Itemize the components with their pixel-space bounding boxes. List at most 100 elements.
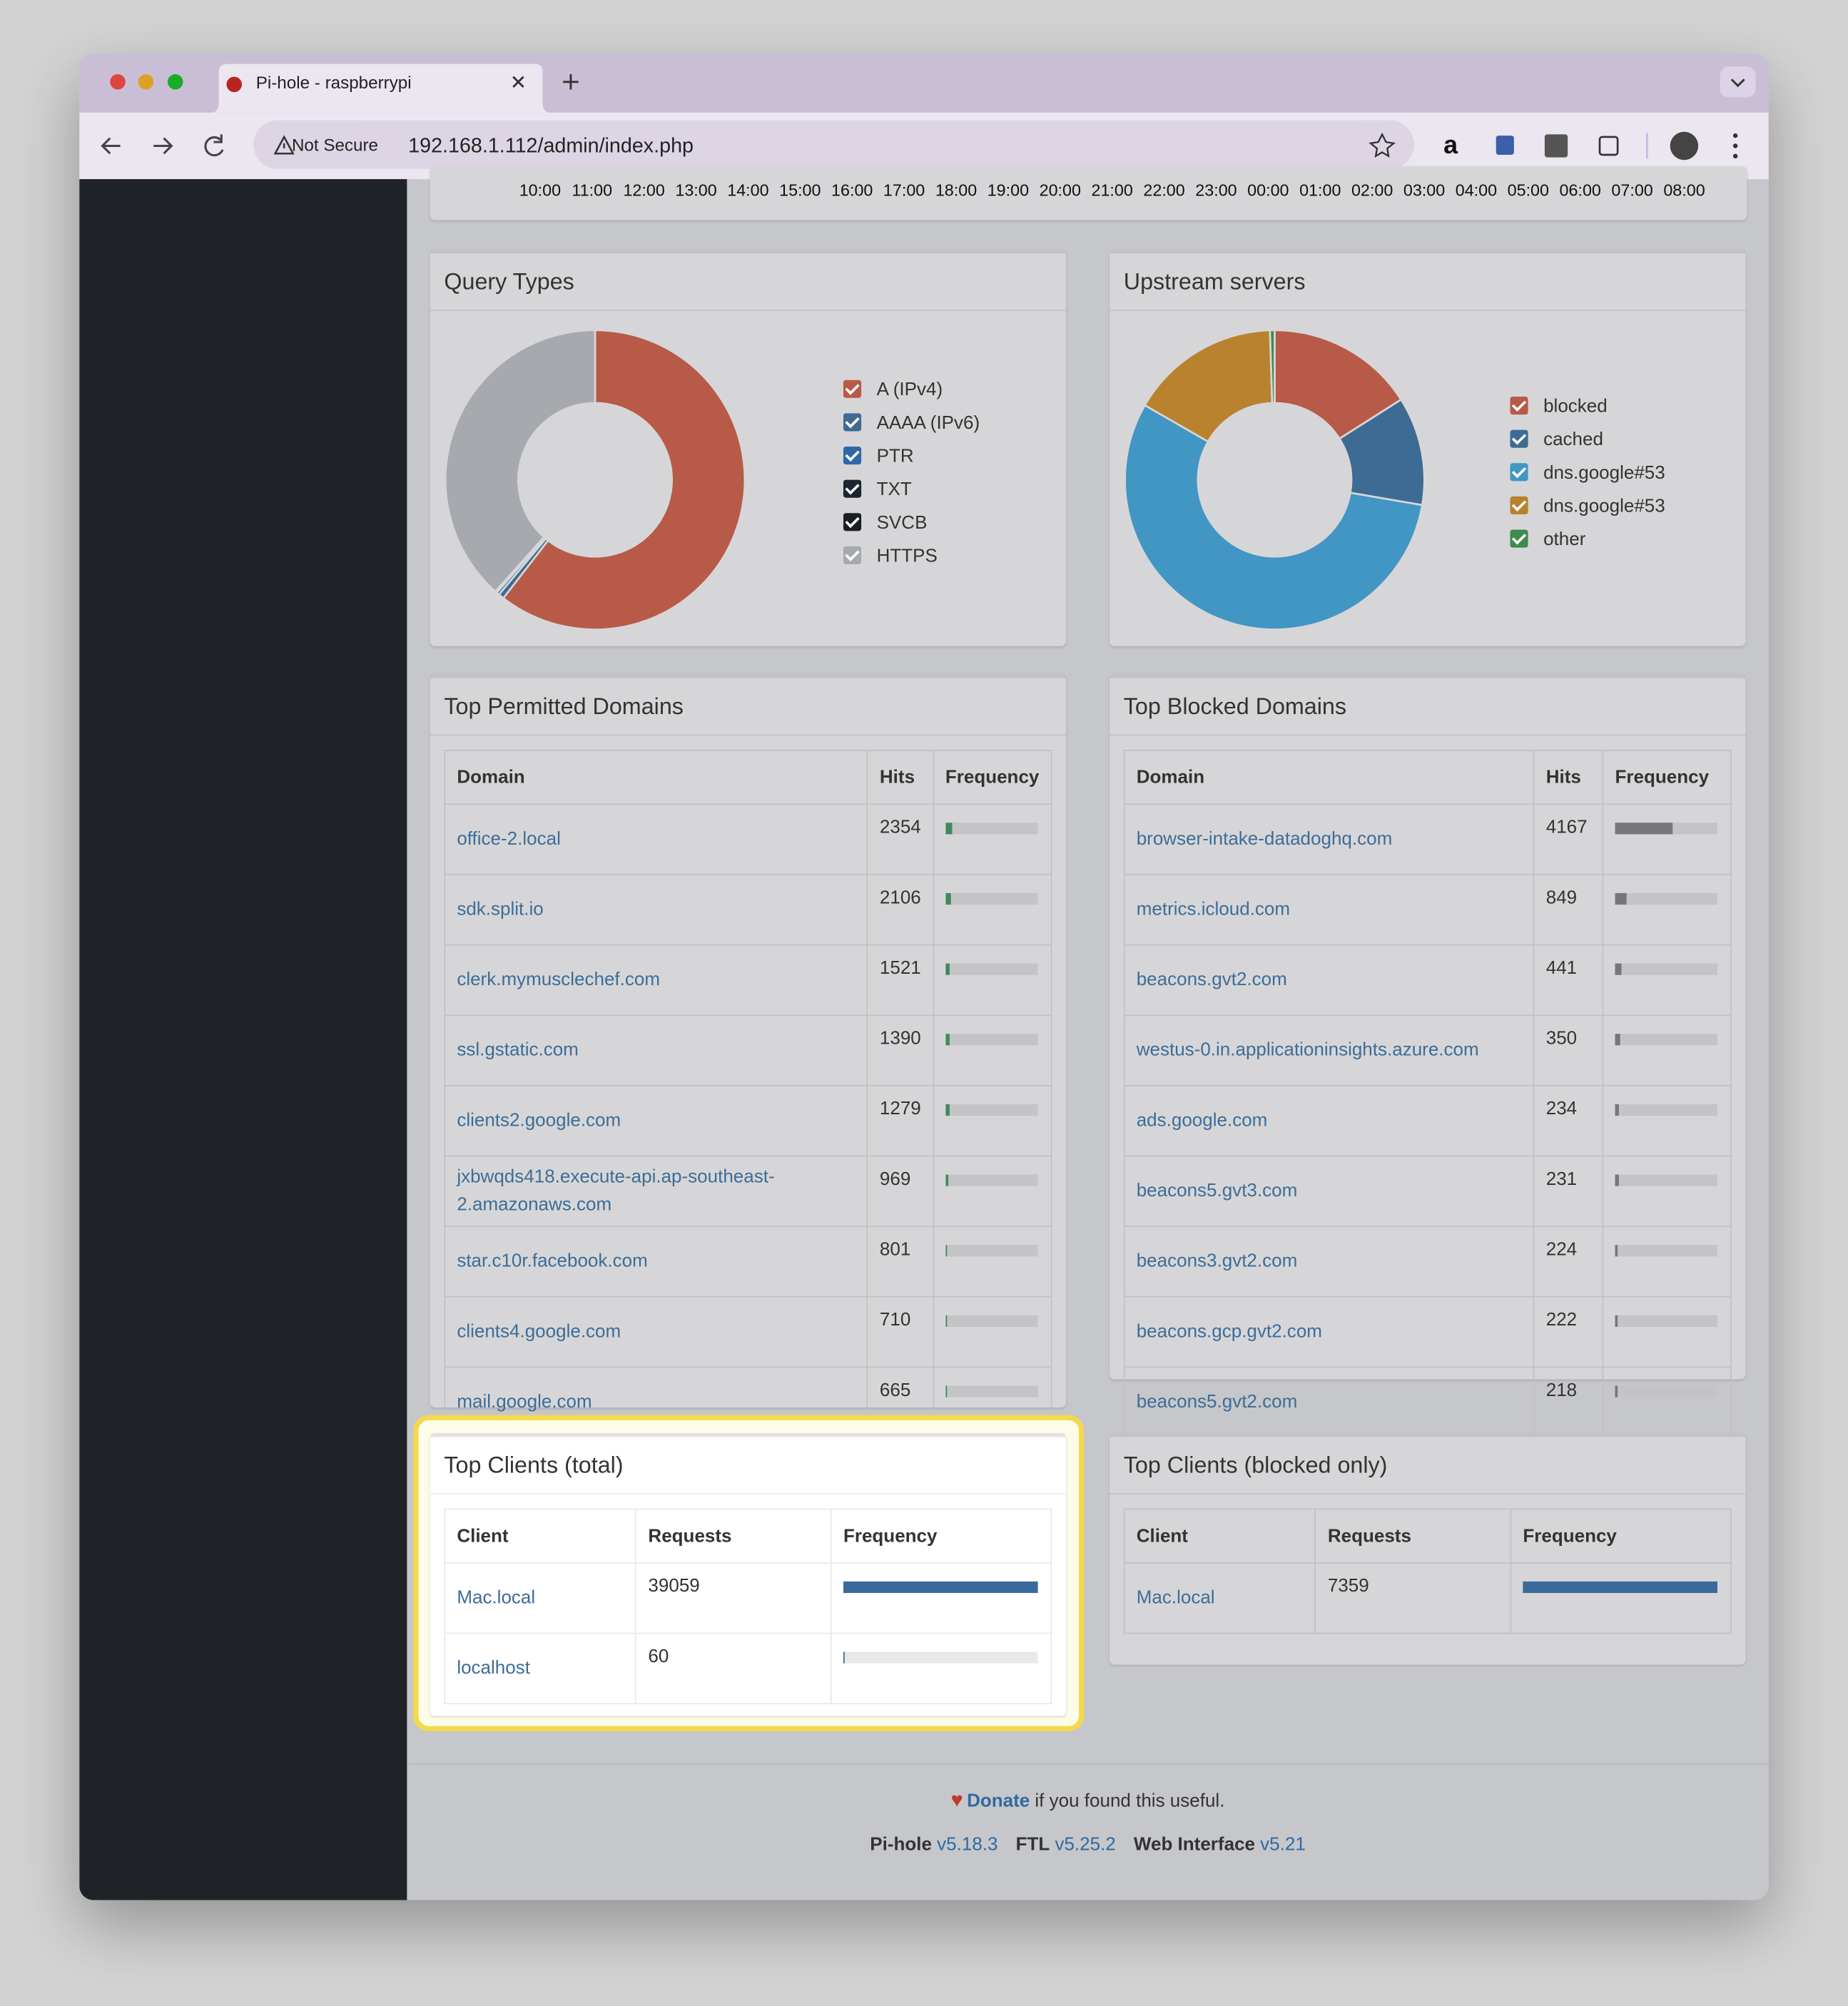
menu-dot[interactable]	[1732, 133, 1738, 138]
legend-checkbox[interactable]	[843, 513, 862, 531]
legend-checkbox[interactable]	[843, 546, 862, 564]
url[interactable]: 192.168.1.112/admin/index.php	[408, 134, 694, 157]
domain-link[interactable]: ssl.gstatic.com	[457, 1040, 579, 1061]
reload-button[interactable]	[204, 134, 224, 157]
x-tick-label: 04:00	[1455, 180, 1498, 200]
legend-checkbox[interactable]	[1510, 496, 1528, 515]
legend-checkbox[interactable]	[1510, 397, 1528, 415]
address-bar[interactable]	[253, 120, 1414, 169]
domain-link[interactable]: localhost	[457, 1658, 530, 1679]
domain-link[interactable]: westus-0.in.applicationinsights.azure.co…	[1136, 1040, 1479, 1061]
count-cell: 4167	[1533, 803, 1604, 875]
version-link[interactable]: v5.21	[1260, 1835, 1306, 1855]
domain-link[interactable]: star.c10r.facebook.com	[457, 1251, 648, 1272]
menu-dot[interactable]	[1732, 153, 1738, 159]
legend-item[interactable]: cached	[1510, 429, 1603, 450]
legend-item[interactable]: AAAA (IPv6)	[843, 413, 980, 434]
extension-icon[interactable]	[1496, 136, 1514, 156]
column-header: Frequency	[1510, 1508, 1732, 1564]
legend-checkbox[interactable]	[843, 380, 862, 398]
legend-checkbox[interactable]	[1510, 463, 1528, 482]
profile-avatar[interactable]	[1670, 131, 1699, 161]
legend-checkbox[interactable]	[1510, 429, 1528, 448]
domain-link[interactable]: office-2.local	[457, 829, 561, 850]
count-cell: 849	[1533, 874, 1604, 946]
domain-link[interactable]: clerk.mymusclechef.com	[457, 969, 661, 991]
new-tab[interactable]	[563, 74, 579, 90]
legend-checkbox[interactable]	[843, 413, 862, 432]
extensions-menu[interactable]	[1598, 136, 1619, 156]
forward-button[interactable]	[153, 137, 173, 155]
bookmark-star[interactable]	[1369, 132, 1396, 158]
domain-link[interactable]: beacons.gvt2.com	[1136, 969, 1287, 991]
version-link[interactable]: v5.18.3	[937, 1835, 998, 1855]
extension-icon[interactable]	[1544, 134, 1568, 158]
tab-bar-icons: Pi-hole - raspberrypi	[110, 63, 1756, 113]
legend-checkbox[interactable]	[843, 479, 862, 498]
frequency-track	[1615, 1174, 1718, 1186]
chart-card: Upstream servers blocked cached dns.google#…	[1110, 249, 1746, 646]
domain-link[interactable]: beacons.gcp.gvt2.com	[1136, 1321, 1322, 1343]
table-row: beacons.gvt2.com 441	[1123, 944, 1732, 1017]
domain-link[interactable]: clients4.google.com	[457, 1321, 621, 1343]
legend-item[interactable]: A (IPv4)	[843, 380, 943, 400]
domain-link[interactable]: sdk.split.io	[457, 899, 544, 920]
domain-link[interactable]: Mac.local	[457, 1587, 536, 1609]
frequency-bar	[1615, 1245, 1618, 1257]
highlighted-card: Top Clients (total) Client Requests Frequen…	[430, 1432, 1067, 1716]
donut-slice	[1124, 404, 1423, 631]
component-name: Web Interface	[1133, 1835, 1255, 1855]
header-row: Client Requests Frequency	[1123, 1508, 1732, 1564]
amazon-extension[interactable]: a	[1443, 131, 1458, 159]
legend-item[interactable]: dns.google#53	[1510, 496, 1665, 517]
component-name: FTL	[1015, 1835, 1050, 1855]
domain-link[interactable]: beacons5.gvt3.com	[1136, 1181, 1298, 1202]
legend-item[interactable]: SVCB	[843, 513, 927, 534]
donate-link[interactable]: Donate	[967, 1791, 1030, 1812]
card-title: Query Types	[430, 253, 1067, 311]
count-cell: 7359	[1314, 1562, 1512, 1634]
header-row: Domain Hits Frequency	[1123, 750, 1732, 805]
frequency-bar	[945, 1385, 948, 1397]
domain-link[interactable]: mail.google.com	[457, 1392, 592, 1413]
name-cell: localhost	[444, 1632, 637, 1705]
frequency-track	[945, 1034, 1037, 1046]
legend-item[interactable]: blocked	[1510, 397, 1608, 417]
card-title: Top Clients (blocked only)	[1110, 1437, 1746, 1495]
tab-close[interactable]	[512, 76, 524, 88]
legend-item[interactable]: PTR	[843, 446, 914, 467]
legend-item[interactable]: HTTPS	[843, 546, 938, 567]
frequency-bar	[1615, 1385, 1618, 1397]
domain-link[interactable]: metrics.icloud.com	[1136, 899, 1291, 920]
back-button[interactable]	[101, 137, 121, 155]
minimize-window[interactable]	[138, 74, 154, 90]
legend-checkbox[interactable]	[843, 446, 862, 465]
count-cell: 39059	[635, 1562, 832, 1634]
version-link[interactable]: v5.25.2	[1055, 1835, 1116, 1855]
main-content: 10:00 11:00 12:00 13:00 14:00 15:00 16:00 17:00…	[407, 166, 1769, 1900]
chart-strip: 10:00 11:00 12:00 13:00 14:00 15:00 16:00 17:00…	[430, 166, 1747, 220]
column-header: Hits	[1533, 750, 1604, 805]
domain-link[interactable]: ads.google.com	[1136, 1110, 1268, 1131]
frequency-cell	[932, 1155, 1052, 1228]
tab-menu[interactable]	[1720, 66, 1756, 98]
domain-link[interactable]: clients2.google.com	[457, 1110, 621, 1131]
active-tab[interactable]	[210, 63, 551, 113]
zoom-window[interactable]	[167, 74, 183, 90]
domain-link[interactable]: Mac.local	[1136, 1587, 1215, 1609]
legend-item[interactable]: dns.google#53	[1510, 463, 1665, 484]
legend-item[interactable]: other	[1510, 529, 1585, 550]
count-cell: 350	[1533, 1014, 1604, 1086]
domain-link[interactable]: jxbwqds418.execute-api.ap-southeast-2.am…	[457, 1166, 775, 1216]
header-row: Client Requests Frequency	[444, 1508, 1052, 1564]
close-window[interactable]	[110, 74, 126, 90]
x-tick-label: 17:00	[883, 180, 925, 200]
legend-item[interactable]: TXT	[843, 479, 912, 500]
domain-link[interactable]: browser-intake-datadoghq.com	[1136, 829, 1393, 850]
legend-checkbox[interactable]	[1510, 529, 1528, 548]
menu-dot[interactable]	[1732, 143, 1738, 148]
table-row: browser-intake-datadoghq.com 4167	[1123, 803, 1732, 875]
domain-link[interactable]: beacons3.gvt2.com	[1136, 1251, 1298, 1272]
domain-link[interactable]: beacons5.gvt2.com	[1136, 1392, 1298, 1413]
security-label[interactable]: Not Secure	[292, 136, 378, 156]
